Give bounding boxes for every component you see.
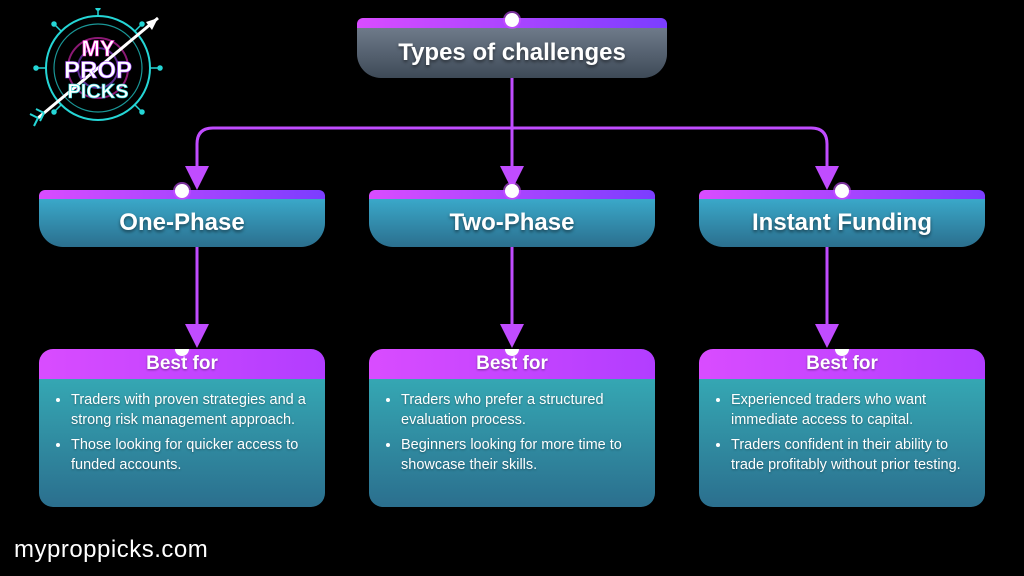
child-columns: One-Phase Best forTraders with proven str… bbox=[0, 190, 1024, 507]
card-body: Experienced traders who want immediate a… bbox=[699, 379, 985, 507]
best-for-card: Best forTraders with proven strategies a… bbox=[39, 349, 325, 507]
node-dot-icon bbox=[835, 184, 849, 198]
child-topbar bbox=[39, 190, 325, 199]
column-0: One-Phase Best forTraders with proven str… bbox=[39, 190, 325, 507]
child-node: Instant Funding bbox=[699, 190, 985, 247]
child-node: Two-Phase bbox=[369, 190, 655, 247]
bullet-item: Traders confident in their ability to tr… bbox=[731, 436, 971, 475]
child-title: One-Phase bbox=[39, 199, 325, 247]
card-body: Traders who prefer a structured evaluati… bbox=[369, 379, 655, 507]
child-topbar bbox=[699, 190, 985, 199]
node-dot-icon bbox=[175, 184, 189, 198]
root-title: Types of challenges bbox=[357, 28, 667, 78]
bullet-item: Those looking for quicker access to fund… bbox=[71, 436, 311, 475]
column-1: Two-Phase Best forTraders who prefer a st… bbox=[369, 190, 655, 507]
bullet-list: Experienced traders who want immediate a… bbox=[713, 391, 971, 475]
node-dot-icon bbox=[505, 13, 519, 27]
root-topbar bbox=[357, 18, 667, 28]
column-2: Instant Funding Best forExperienced trade… bbox=[699, 190, 985, 507]
bullet-item: Experienced traders who want immediate a… bbox=[731, 391, 971, 430]
child-node: One-Phase bbox=[39, 190, 325, 247]
bullet-list: Traders with proven strategies and a str… bbox=[53, 391, 311, 475]
child-topbar bbox=[369, 190, 655, 199]
node-dot-icon bbox=[505, 184, 519, 198]
bullet-item: Beginners looking for more time to showc… bbox=[401, 436, 641, 475]
footer-url: myproppicks.com bbox=[14, 536, 208, 564]
bullet-item: Traders who prefer a structured evaluati… bbox=[401, 391, 641, 430]
best-for-card: Best forTraders who prefer a structured … bbox=[369, 349, 655, 507]
child-title: Instant Funding bbox=[699, 199, 985, 247]
svg-text:PROP: PROP bbox=[64, 57, 132, 84]
bullet-item: Traders with proven strategies and a str… bbox=[71, 391, 311, 430]
brand-logo: MY PROP PICKS bbox=[8, 8, 188, 128]
root-node: Types of challenges bbox=[357, 18, 667, 78]
card-body: Traders with proven strategies and a str… bbox=[39, 379, 325, 507]
child-title: Two-Phase bbox=[369, 199, 655, 247]
svg-text:PICKS: PICKS bbox=[67, 81, 128, 103]
bullet-list: Traders who prefer a structured evaluati… bbox=[383, 391, 641, 475]
best-for-card: Best forExperienced traders who want imm… bbox=[699, 349, 985, 507]
